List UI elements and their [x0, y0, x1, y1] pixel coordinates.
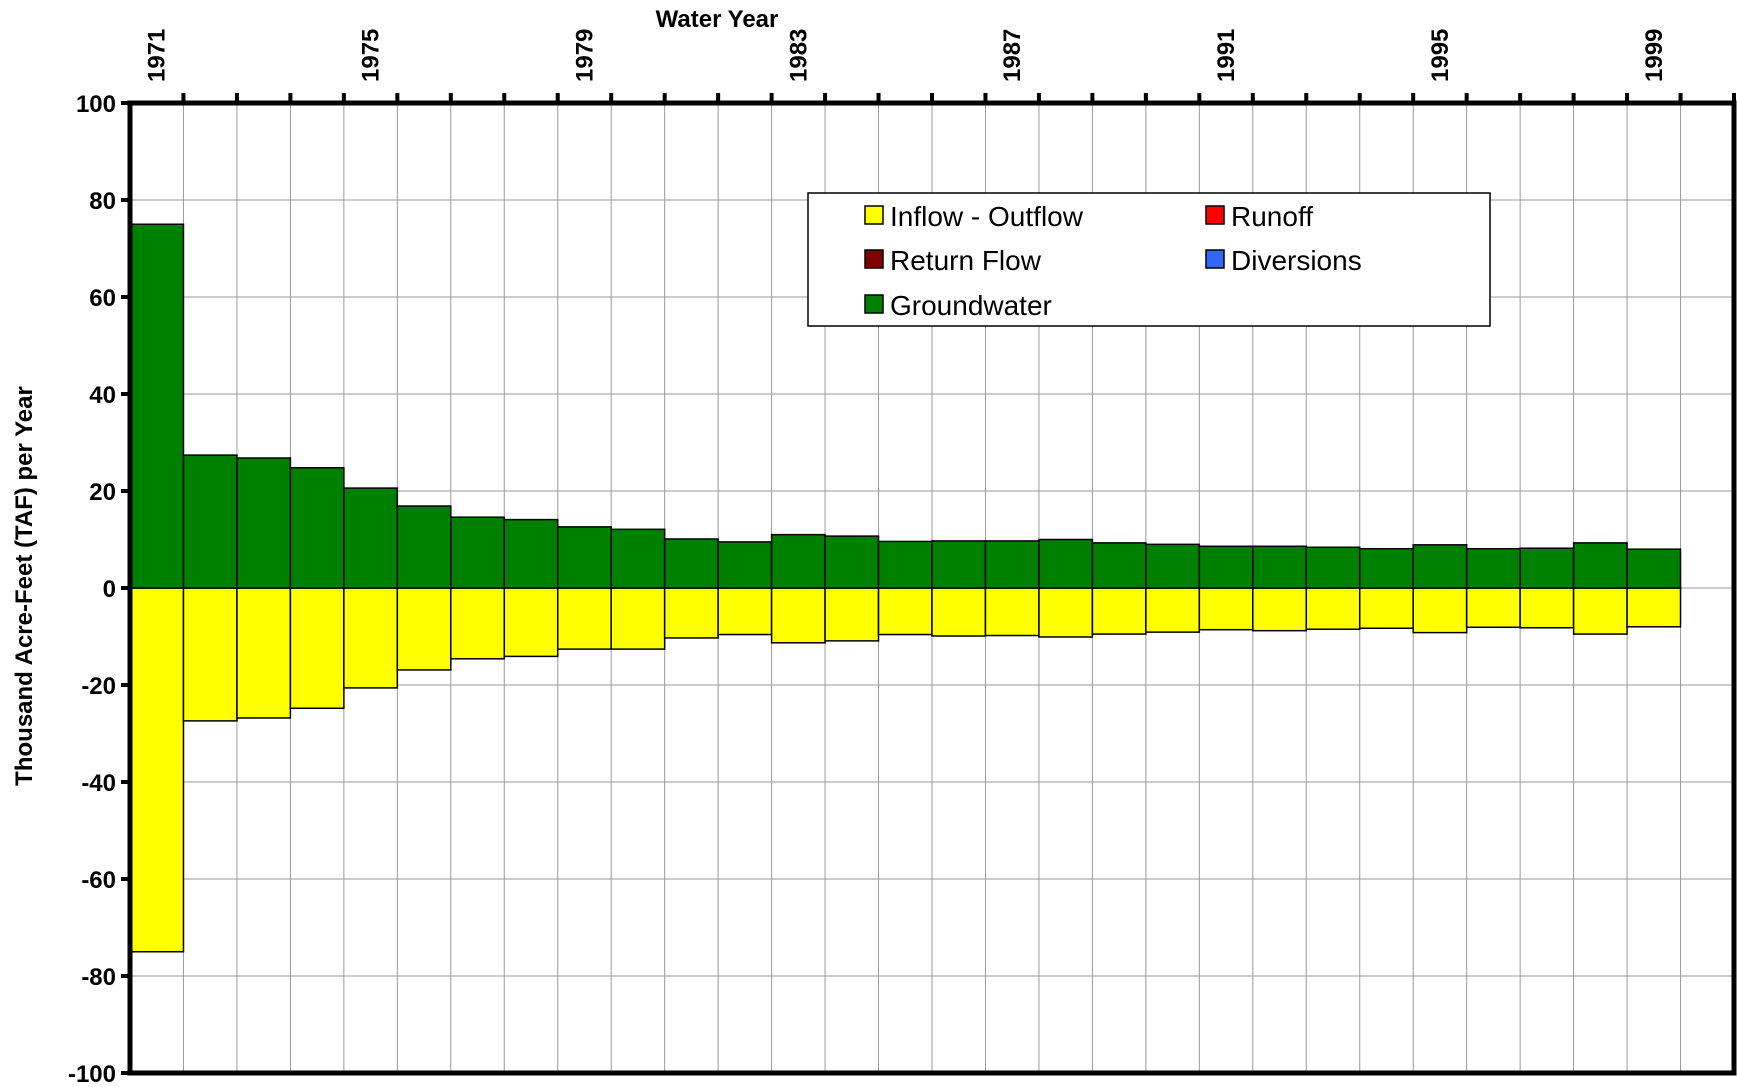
plot-frame: [127, 100, 1737, 1076]
legend: Inflow - Outflow Runoff Return Flow Diversi…: [807, 192, 1491, 327]
legend-swatch-diversions: [1205, 249, 1225, 269]
bar-inflow-outflow-1998: [1572, 587, 1628, 635]
bar-groundwater-1988: [1038, 538, 1094, 589]
legend-swatch-runoff: [1205, 205, 1225, 225]
bars: [129, 223, 1682, 953]
bar-groundwater-1981: [663, 538, 719, 589]
bar-inflow-outflow-1977: [450, 587, 506, 660]
bar-groundwater-1991: [1198, 545, 1254, 589]
bar-groundwater-1978: [503, 518, 559, 589]
bar-groundwater-1975: [343, 487, 399, 589]
bar-inflow-outflow-1987: [984, 587, 1040, 637]
bar-groundwater-1987: [984, 540, 1040, 589]
bar-groundwater-1994: [1358, 547, 1414, 589]
x-tick-label: 1995: [1427, 29, 1454, 82]
bar-groundwater-1992: [1252, 545, 1308, 589]
legend-label-groundwater: Groundwater: [890, 290, 1052, 321]
y-tick-label: 100: [76, 91, 116, 118]
bar-groundwater-1974: [289, 466, 345, 589]
bar-groundwater-1990: [1145, 543, 1201, 589]
bar-inflow-outflow-1980: [610, 587, 666, 650]
legend-swatch-groundwater: [864, 294, 884, 314]
bar-inflow-outflow-1971: [129, 587, 185, 953]
bar-inflow-outflow-1994: [1358, 587, 1414, 630]
bar-groundwater-1999: [1626, 548, 1682, 589]
x-tick-label: 1983: [785, 29, 812, 82]
bar-inflow-outflow-1978: [503, 587, 559, 658]
bar-inflow-outflow-1981: [663, 587, 719, 639]
bar-groundwater-1989: [1091, 542, 1147, 589]
bar-inflow-outflow-1984: [824, 587, 880, 642]
bar-inflow-outflow-1999: [1626, 587, 1682, 628]
bar-inflow-outflow-1986: [931, 587, 987, 637]
bar-inflow-outflow-1990: [1145, 587, 1201, 633]
legend-label-runoff: Runoff: [1231, 201, 1313, 232]
y-tick-label: -20: [81, 673, 116, 700]
legend-label-inflow-outflow: Inflow - Outflow: [890, 201, 1084, 232]
x-tick-label: 1975: [358, 29, 385, 82]
y-tick-label: 20: [89, 479, 116, 506]
bar-groundwater-1982: [717, 541, 773, 589]
bar-inflow-outflow-1988: [1038, 587, 1094, 638]
bar-groundwater-1980: [610, 528, 666, 589]
bar-groundwater-1972: [182, 454, 238, 589]
bar-groundwater-1984: [824, 535, 880, 589]
bar-groundwater-1973: [236, 457, 292, 589]
x-tick-label: 1999: [1641, 29, 1668, 82]
bar-groundwater-1976: [396, 505, 452, 589]
legend-label-diversions: Diversions: [1231, 245, 1362, 276]
x-tick-label: 1971: [144, 29, 171, 82]
bar-groundwater-1993: [1305, 546, 1361, 589]
bar-groundwater-1997: [1519, 547, 1575, 589]
y-axis-title: Thousand Acre-Feet (TAF) per Year: [11, 386, 38, 786]
bar-inflow-outflow-1997: [1519, 587, 1575, 629]
y-tick-label: 80: [89, 188, 116, 215]
tick-labels: 100 80 60 40 20 0 -20 -40 -60 -80 -100 1971 1975 1979…: [68, 29, 1668, 1087]
bar-inflow-outflow-1974: [289, 587, 345, 710]
y-tick-label: 40: [89, 382, 116, 409]
legend-swatch-inflow-outflow: [864, 205, 884, 225]
legend-label-return-flow: Return Flow: [890, 245, 1042, 276]
legend-box: [807, 192, 1491, 327]
bar-inflow-outflow-1982: [717, 587, 773, 636]
bar-inflow-outflow-1993: [1305, 587, 1361, 630]
y-tick-label: 0: [103, 576, 116, 603]
y-tick-label: -100: [68, 1061, 116, 1087]
bar-groundwater-1985: [877, 540, 933, 589]
legend-swatch-return-flow: [864, 249, 884, 269]
bar-groundwater-1977: [450, 516, 506, 589]
y-tick-label: 60: [89, 285, 116, 312]
bar-inflow-outflow-1983: [770, 587, 826, 644]
bar-groundwater-1995: [1412, 544, 1468, 589]
y-tick-label: -80: [81, 964, 116, 991]
bar-inflow-outflow-1976: [396, 587, 452, 671]
bar-inflow-outflow-1985: [877, 587, 933, 636]
bar-groundwater-1971: [129, 223, 185, 589]
bar-inflow-outflow-1989: [1091, 587, 1147, 635]
bar-inflow-outflow-1995: [1412, 587, 1468, 634]
bar-groundwater-1983: [770, 533, 826, 589]
bar-groundwater-1998: [1572, 542, 1628, 589]
y-tick-label: -60: [81, 867, 116, 894]
y-tick-label: -40: [81, 770, 116, 797]
x-tick-label: 1991: [1213, 29, 1240, 82]
x-axis-title: Water Year: [656, 6, 779, 33]
bar-inflow-outflow-1991: [1198, 587, 1254, 631]
bar-inflow-outflow-1992: [1252, 587, 1308, 632]
bar-groundwater-1986: [931, 540, 987, 589]
bar-inflow-outflow-1975: [343, 587, 399, 689]
bar-inflow-outflow-1979: [556, 587, 612, 650]
axes: [121, 93, 1737, 1076]
x-tick-label: 1987: [999, 29, 1026, 82]
bar-inflow-outflow-1973: [236, 587, 292, 719]
x-tick-label: 1979: [571, 29, 598, 82]
bar-inflow-outflow-1996: [1465, 587, 1521, 629]
bar-inflow-outflow-1972: [182, 587, 238, 722]
bar-groundwater-1996: [1465, 547, 1521, 589]
bar-groundwater-1979: [556, 526, 612, 589]
